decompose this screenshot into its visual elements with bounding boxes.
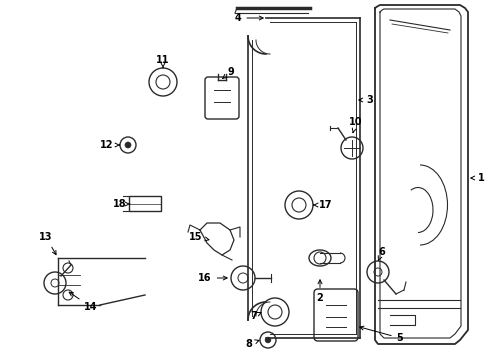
Text: 2: 2 (316, 280, 323, 303)
Text: 17: 17 (313, 200, 332, 210)
Text: 10: 10 (348, 117, 362, 132)
Text: 9: 9 (222, 67, 234, 78)
Text: 14: 14 (69, 292, 98, 312)
Text: 1: 1 (470, 173, 484, 183)
Circle shape (264, 337, 270, 343)
Text: 4: 4 (234, 13, 263, 23)
Text: 11: 11 (156, 55, 169, 68)
Circle shape (125, 142, 131, 148)
Text: 6: 6 (378, 247, 385, 260)
Text: 15: 15 (189, 232, 208, 242)
Text: 3: 3 (358, 95, 373, 105)
Bar (129, 196, 161, 211)
Text: 5: 5 (359, 326, 403, 343)
Text: 13: 13 (39, 232, 56, 255)
Text: 12: 12 (100, 140, 119, 150)
Text: 16: 16 (198, 273, 226, 283)
Text: 18: 18 (113, 199, 129, 209)
Text: 7: 7 (250, 311, 261, 321)
Text: 8: 8 (245, 339, 259, 349)
